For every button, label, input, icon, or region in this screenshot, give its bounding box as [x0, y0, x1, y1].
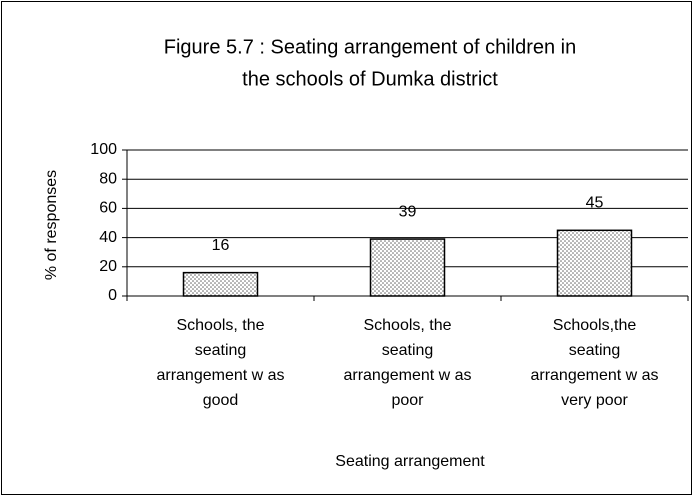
y-tick-label: 20	[99, 258, 117, 275]
y-tick-label: 60	[99, 200, 117, 217]
x-tick-label: seating	[382, 342, 434, 359]
x-tick-label: arrangement w as	[156, 367, 284, 384]
value-label: 45	[586, 195, 604, 212]
value-label: 16	[212, 237, 230, 254]
chart-title: Figure 5.7 : Seating arrangement of chil…	[164, 36, 576, 58]
chart-title: the schools of Dumka district	[242, 68, 498, 90]
y-tick-label: 100	[90, 141, 117, 158]
bar	[182, 271, 259, 297]
x-tick-label: seating	[569, 342, 621, 359]
y-axis-label: % of responses	[43, 170, 60, 280]
y-tick-label: 80	[99, 170, 117, 187]
x-tick-label: Schools, the	[363, 317, 451, 334]
x-tick-label: arrangement w as	[343, 367, 471, 384]
value-label: 39	[399, 203, 417, 220]
y-tick-label: 40	[99, 229, 117, 246]
x-tick-label: very poor	[561, 392, 628, 409]
bar	[556, 229, 633, 297]
x-tick-label: Schools, the	[176, 317, 264, 334]
y-tick-label: 0	[108, 287, 117, 304]
x-axis-label: Seating arrangement	[335, 453, 485, 470]
x-tick-label: good	[203, 392, 239, 409]
x-tick-label: arrangement w as	[530, 367, 658, 384]
bar	[369, 238, 446, 297]
x-tick-label: poor	[391, 392, 424, 409]
x-tick-label: Schools,the	[553, 317, 637, 334]
x-tick-label: seating	[195, 342, 247, 359]
